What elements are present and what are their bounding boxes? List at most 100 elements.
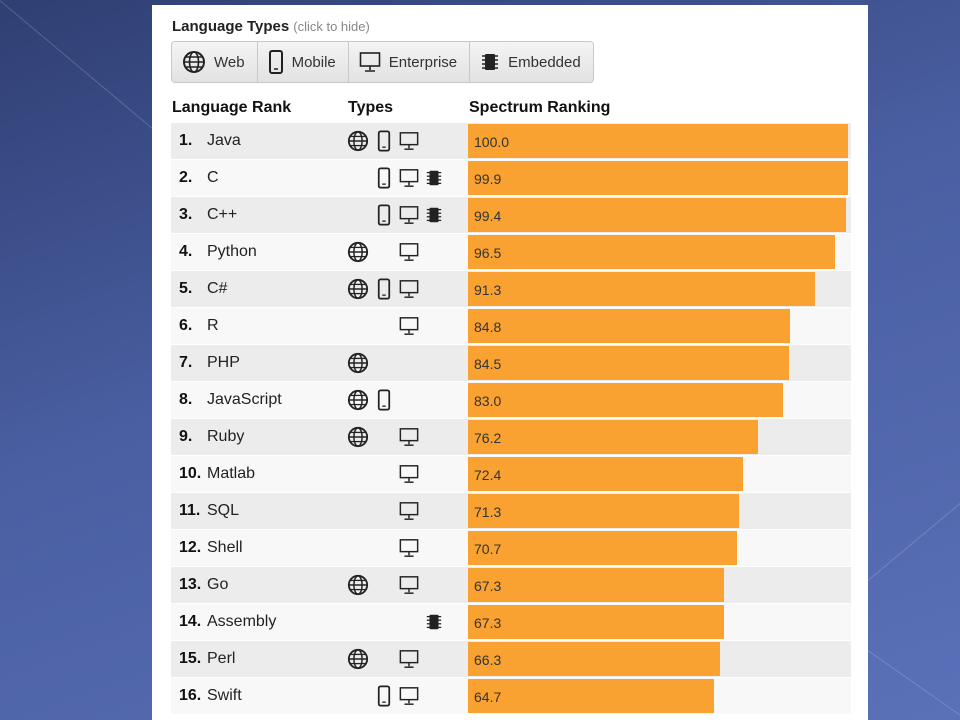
ranking-row[interactable]: 13. Go 67.3 (171, 566, 851, 603)
enterprise-filter-label: Enterprise (388, 53, 458, 71)
bar-track: 76.2 (468, 419, 848, 455)
spectrum-bar: 72.4 (468, 457, 744, 491)
ranking-row[interactable]: 7. PHP 84.5 (171, 344, 851, 381)
click-to-hide-hint[interactable]: (click to hide) (293, 19, 370, 34)
rank-number: 4. (179, 243, 193, 260)
type-icons (347, 351, 447, 375)
rank-number: 5. (179, 280, 193, 297)
ranking-row[interactable]: 4. Python 96.5 (171, 233, 851, 270)
ranking-row[interactable]: 12. Shell 70.7 (171, 529, 851, 566)
ranking-row[interactable]: 6. R 84.8 (171, 307, 851, 344)
phone-icon (377, 389, 391, 411)
type-filter-group: Web Mobile Enterprise Embedded (171, 41, 594, 83)
language-name: JavaScript (207, 391, 282, 408)
ranking-row[interactable]: 5. C# 91.3 (171, 270, 851, 307)
spectrum-bar: 76.2 (468, 420, 758, 454)
monitor-icon (399, 280, 419, 298)
spectrum-bar: 70.7 (468, 531, 737, 565)
spectrum-bar: 83.0 (468, 383, 784, 417)
ranking-row[interactable]: 11. SQL 71.3 (171, 492, 851, 529)
type-icons (347, 166, 447, 190)
rank-number: 8. (179, 391, 193, 408)
language-name: C (207, 169, 219, 186)
ranking-row[interactable]: 2. C 99.9 (171, 159, 851, 196)
ranking-row[interactable]: 10. Matlab 72.4 (171, 455, 851, 492)
spectrum-ranking-header[interactable]: Spectrum Ranking (469, 99, 611, 116)
language-name: R (207, 317, 219, 334)
language-name: C++ (207, 206, 238, 223)
globe-icon (347, 389, 369, 411)
web-filter-button[interactable]: Web (172, 42, 258, 82)
phone-icon (377, 204, 391, 226)
ranking-row[interactable]: 16. Swift 64.7 (171, 677, 851, 714)
bar-value-label: 96.5 (474, 245, 502, 261)
rank-number: 11. (179, 502, 201, 519)
ranking-row[interactable]: 14. Assembly 67.3 (171, 603, 851, 640)
spectrum-bar: 96.5 (468, 235, 835, 269)
monitor-icon (399, 317, 419, 335)
ranking-row[interactable]: 8. JavaScript 83.0 (171, 381, 851, 418)
spectrum-bar: 66.3 (468, 642, 720, 676)
monitor-icon (399, 539, 419, 557)
globe-icon (347, 426, 369, 448)
spectrum-bar: 71.3 (468, 494, 739, 528)
monitor-icon (399, 465, 419, 483)
type-icons (347, 314, 447, 338)
globe-icon (347, 241, 369, 263)
ranking-row[interactable]: 15. Perl 66.3 (171, 640, 851, 677)
monitor-icon (399, 502, 419, 520)
bar-value-label: 84.5 (474, 356, 502, 372)
type-icons (347, 277, 447, 301)
globe-icon (347, 648, 369, 670)
language-name: Python (207, 243, 257, 260)
type-icons (347, 388, 447, 412)
bar-track: 64.7 (468, 678, 848, 714)
embedded-filter-button[interactable]: Embedded (470, 42, 593, 82)
bar-value-label: 66.3 (474, 652, 502, 668)
language-name: SQL (207, 502, 240, 519)
bar-track: 99.9 (468, 160, 848, 196)
bar-track: 70.7 (468, 530, 848, 566)
bar-value-label: 84.8 (474, 319, 502, 335)
bar-track: 67.3 (468, 604, 848, 640)
type-icons (347, 462, 447, 486)
chip-icon (426, 207, 442, 223)
bar-value-label: 71.3 (474, 504, 502, 520)
type-icons (347, 573, 447, 597)
phone-icon (377, 278, 391, 300)
language-types-title[interactable]: Language Types (click to hide) (172, 18, 370, 35)
rank-number: 15. (179, 650, 202, 667)
types-header[interactable]: Types (348, 99, 394, 116)
phone-icon (377, 167, 391, 189)
bar-track: 71.3 (468, 493, 848, 529)
monitor-icon (399, 169, 419, 187)
spectrum-bar: 67.3 (468, 568, 724, 602)
scroll-tab[interactable] (152, 660, 168, 690)
globe-icon (347, 130, 369, 152)
spectrum-bar: 84.5 (468, 346, 790, 380)
ranking-row[interactable]: 1. Java 100.0 (171, 122, 851, 159)
language-ranking-panel: Language Types (click to hide) Web Mobile… (152, 5, 868, 720)
rank-number: 6. (179, 317, 193, 334)
rank-number: 10. (179, 465, 202, 482)
language-rank-header[interactable]: Language Rank (172, 99, 292, 116)
bar-track: 84.8 (468, 308, 848, 344)
mobile-filter-button[interactable]: Mobile (257, 42, 349, 82)
ranking-row[interactable]: 3. C++ 99.4 (171, 196, 851, 233)
bar-track: 67.3 (468, 567, 848, 603)
globe-icon (347, 574, 369, 596)
monitor-icon (399, 576, 419, 594)
monitor-icon (359, 52, 381, 72)
spectrum-bar: 84.8 (468, 309, 791, 343)
enterprise-filter-button[interactable]: Enterprise (348, 42, 471, 82)
monitor-icon (399, 687, 419, 705)
type-icons (347, 684, 447, 708)
bar-value-label: 64.7 (474, 689, 502, 705)
rank-number: 7. (179, 354, 193, 371)
spectrum-bar: 99.9 (468, 161, 848, 195)
ranking-row[interactable]: 9. Ruby 76.2 (171, 418, 851, 455)
embedded-filter-label: Embedded (508, 53, 581, 71)
monitor-icon (399, 132, 419, 150)
bar-track: 66.3 (468, 641, 848, 677)
rank-number: 16. (179, 687, 202, 704)
